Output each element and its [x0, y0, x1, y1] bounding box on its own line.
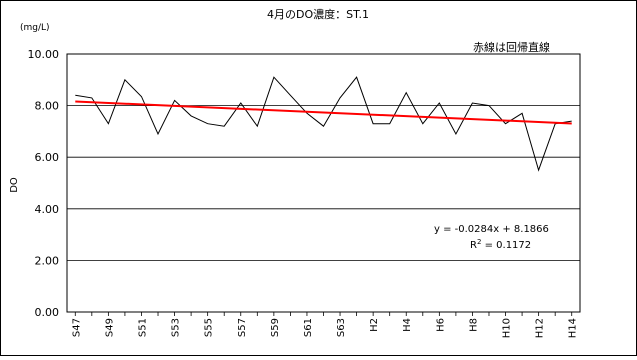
y-tick-label: 8.00: [35, 100, 60, 113]
do-series-line: [75, 76, 572, 172]
x-tick-label: H2: [369, 318, 380, 332]
r-squared-symbol: R: [470, 240, 477, 251]
x-tick-label: H12: [535, 318, 546, 338]
x-tick-label: H6: [435, 318, 446, 332]
y-tick-label: 0.00: [35, 306, 60, 319]
x-tick-label: H8: [468, 318, 479, 332]
series-layer: [75, 76, 572, 172]
x-tick-layer: S47 S49 S51 S53 S55 S57 S59 S61 S63 H2 H4 H6 H8 H10 H1…: [71, 312, 579, 338]
y-tick-layer: 0.00 2.00 4.00 6.00 8.00 10.00: [28, 48, 60, 319]
y-tick-label: 2.00: [35, 254, 60, 267]
x-tick-label: S53: [171, 318, 182, 337]
x-tick-label: H4: [402, 318, 413, 332]
x-tick-label: S55: [204, 318, 215, 337]
regression-layer: [75, 100, 572, 125]
x-tick-label: S59: [270, 318, 281, 337]
y-axis-label: DO: [9, 177, 20, 193]
r-squared-value: = 0.1172: [481, 240, 531, 251]
regression-equation: y = -0.0284x + 8.1866: [434, 224, 549, 235]
y-tick-label: 10.00: [28, 48, 60, 61]
x-tick-label: S57: [237, 318, 248, 337]
r-squared: R2 = 0.1172: [470, 238, 531, 251]
x-tick-label: H14: [568, 318, 579, 338]
x-tick-label: S49: [104, 318, 115, 337]
x-tick-label: S51: [137, 318, 148, 337]
x-tick-label: S47: [71, 318, 82, 337]
plot-area: [66, 53, 581, 313]
x-tick-label: S63: [336, 318, 347, 337]
r-squared-superscript: 2: [477, 238, 481, 246]
x-tick-label: S61: [303, 318, 314, 337]
regression-line: [75, 100, 572, 125]
y-tick-label: 4.00: [35, 203, 60, 216]
regression-note: 赤線は回帰直線: [473, 40, 550, 54]
x-tick-label: H10: [502, 318, 513, 338]
chart-title: 4月のDO濃度：ST.1: [267, 7, 369, 21]
y-tick-label: 6.00: [35, 151, 60, 164]
y-unit-label: (mg/L): [20, 23, 50, 33]
